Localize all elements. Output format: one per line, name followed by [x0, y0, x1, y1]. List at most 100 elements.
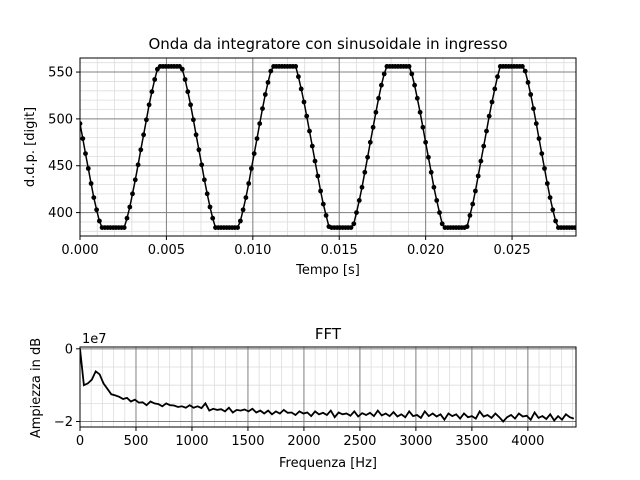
data-point: [414, 95, 420, 101]
data-point: [312, 158, 318, 164]
data-point: [525, 80, 531, 85]
data-point: [207, 204, 213, 210]
data-point: [149, 89, 155, 95]
data-point: [362, 169, 368, 175]
data-point: [553, 218, 558, 224]
x-tick-label: 0.010: [234, 243, 271, 258]
data-point: [254, 136, 260, 142]
x-tick-label: 500: [124, 434, 149, 449]
data-point: [495, 74, 500, 80]
data-point: [373, 109, 379, 115]
plot-frame-bottom: [79, 346, 577, 428]
data-point: [135, 162, 141, 168]
data-point: [204, 191, 210, 197]
data-point: [257, 121, 263, 126]
data-point: [301, 99, 307, 105]
ylabel-bottom: Ampiezza in dB: [29, 338, 44, 438]
data-point: [320, 201, 326, 207]
chart-title-bottom: FFT: [315, 325, 342, 343]
data-point: [88, 181, 94, 186]
data-point: [141, 132, 147, 138]
data-point: [91, 195, 97, 201]
plot-frame-top: [79, 57, 577, 237]
y-tick-label: 0: [65, 342, 73, 357]
x-tick-label: 0.005: [148, 243, 185, 258]
data-point: [196, 147, 202, 153]
x-tick-label: 0.020: [407, 243, 444, 258]
data-point: [542, 166, 547, 171]
data-point: [528, 92, 534, 97]
x-tick-label: 0.015: [321, 243, 358, 258]
data-point: [307, 128, 312, 134]
data-point: [124, 215, 130, 221]
data-point: [191, 117, 196, 123]
x-tick-label: 3500: [455, 434, 488, 449]
data-point: [240, 207, 246, 213]
data-point: [376, 95, 381, 101]
data-point: [243, 195, 249, 201]
y-tick-label: 400: [48, 206, 73, 221]
y-tick-label: 550: [48, 66, 73, 81]
data-point: [412, 82, 417, 88]
data-point: [520, 64, 525, 69]
data-point: [144, 117, 149, 123]
series-bottom: [80, 348, 575, 423]
data-point: [533, 121, 539, 126]
y-tick-label: 500: [48, 112, 73, 127]
data-point: [238, 218, 243, 224]
data-point: [268, 68, 274, 74]
x-tick-label: 0.025: [493, 243, 530, 258]
data-point: [417, 109, 423, 115]
data-point: [202, 177, 207, 183]
x-tick-label: 2000: [287, 434, 320, 449]
data-point: [348, 225, 354, 231]
x-tick-label: 0: [76, 434, 84, 449]
data-point: [370, 124, 376, 130]
data-point: [572, 225, 576, 230]
ylabel-top: d.d.p. [digit]: [23, 107, 38, 187]
data-point: [550, 207, 556, 213]
data-point: [85, 166, 91, 171]
data-point: [356, 198, 362, 203]
x-tick-label: 1000: [175, 434, 208, 449]
data-point: [127, 204, 133, 210]
series-top: [80, 64, 576, 231]
xlabel-bottom: Frequenza [Hz]: [279, 456, 377, 471]
data-point: [420, 124, 426, 130]
data-point: [475, 173, 481, 179]
y-tick-label: 450: [48, 159, 73, 174]
data-point: [434, 198, 440, 203]
data-point: [547, 195, 553, 201]
data-point: [367, 139, 373, 145]
data-point: [492, 86, 498, 92]
data-point: [265, 80, 271, 85]
data-point: [296, 74, 301, 80]
data-point: [235, 225, 241, 231]
fft-line: [80, 348, 575, 423]
data-point: [439, 221, 445, 227]
data-point: [428, 169, 434, 175]
data-point: [359, 184, 365, 190]
data-point: [423, 139, 428, 145]
data-point: [531, 106, 536, 111]
data-point: [138, 147, 144, 153]
data-point: [94, 207, 99, 213]
data-point: [130, 191, 135, 197]
data-point: [365, 154, 370, 160]
data-point: [152, 77, 158, 82]
data-point: [246, 181, 252, 186]
data-point: [464, 224, 470, 230]
ticks-top: 0.000 0.005 0.010 0.015 0.020 0.025 400 450 500 5…: [48, 66, 530, 258]
ticks-bottom: 0 500 1000 1500 2000 2500 3000 3500 4000−20: [54, 342, 545, 449]
data-point: [484, 128, 489, 134]
data-point: [188, 102, 194, 108]
x-tick-label: 2500: [343, 434, 376, 449]
data-point: [539, 151, 545, 157]
data-point: [381, 71, 387, 77]
x-tick-label: 3000: [399, 434, 432, 449]
data-point: [251, 151, 257, 157]
data-point: [132, 177, 138, 183]
data-point: [354, 210, 359, 216]
data-point: [544, 181, 550, 186]
data-point: [193, 132, 199, 138]
